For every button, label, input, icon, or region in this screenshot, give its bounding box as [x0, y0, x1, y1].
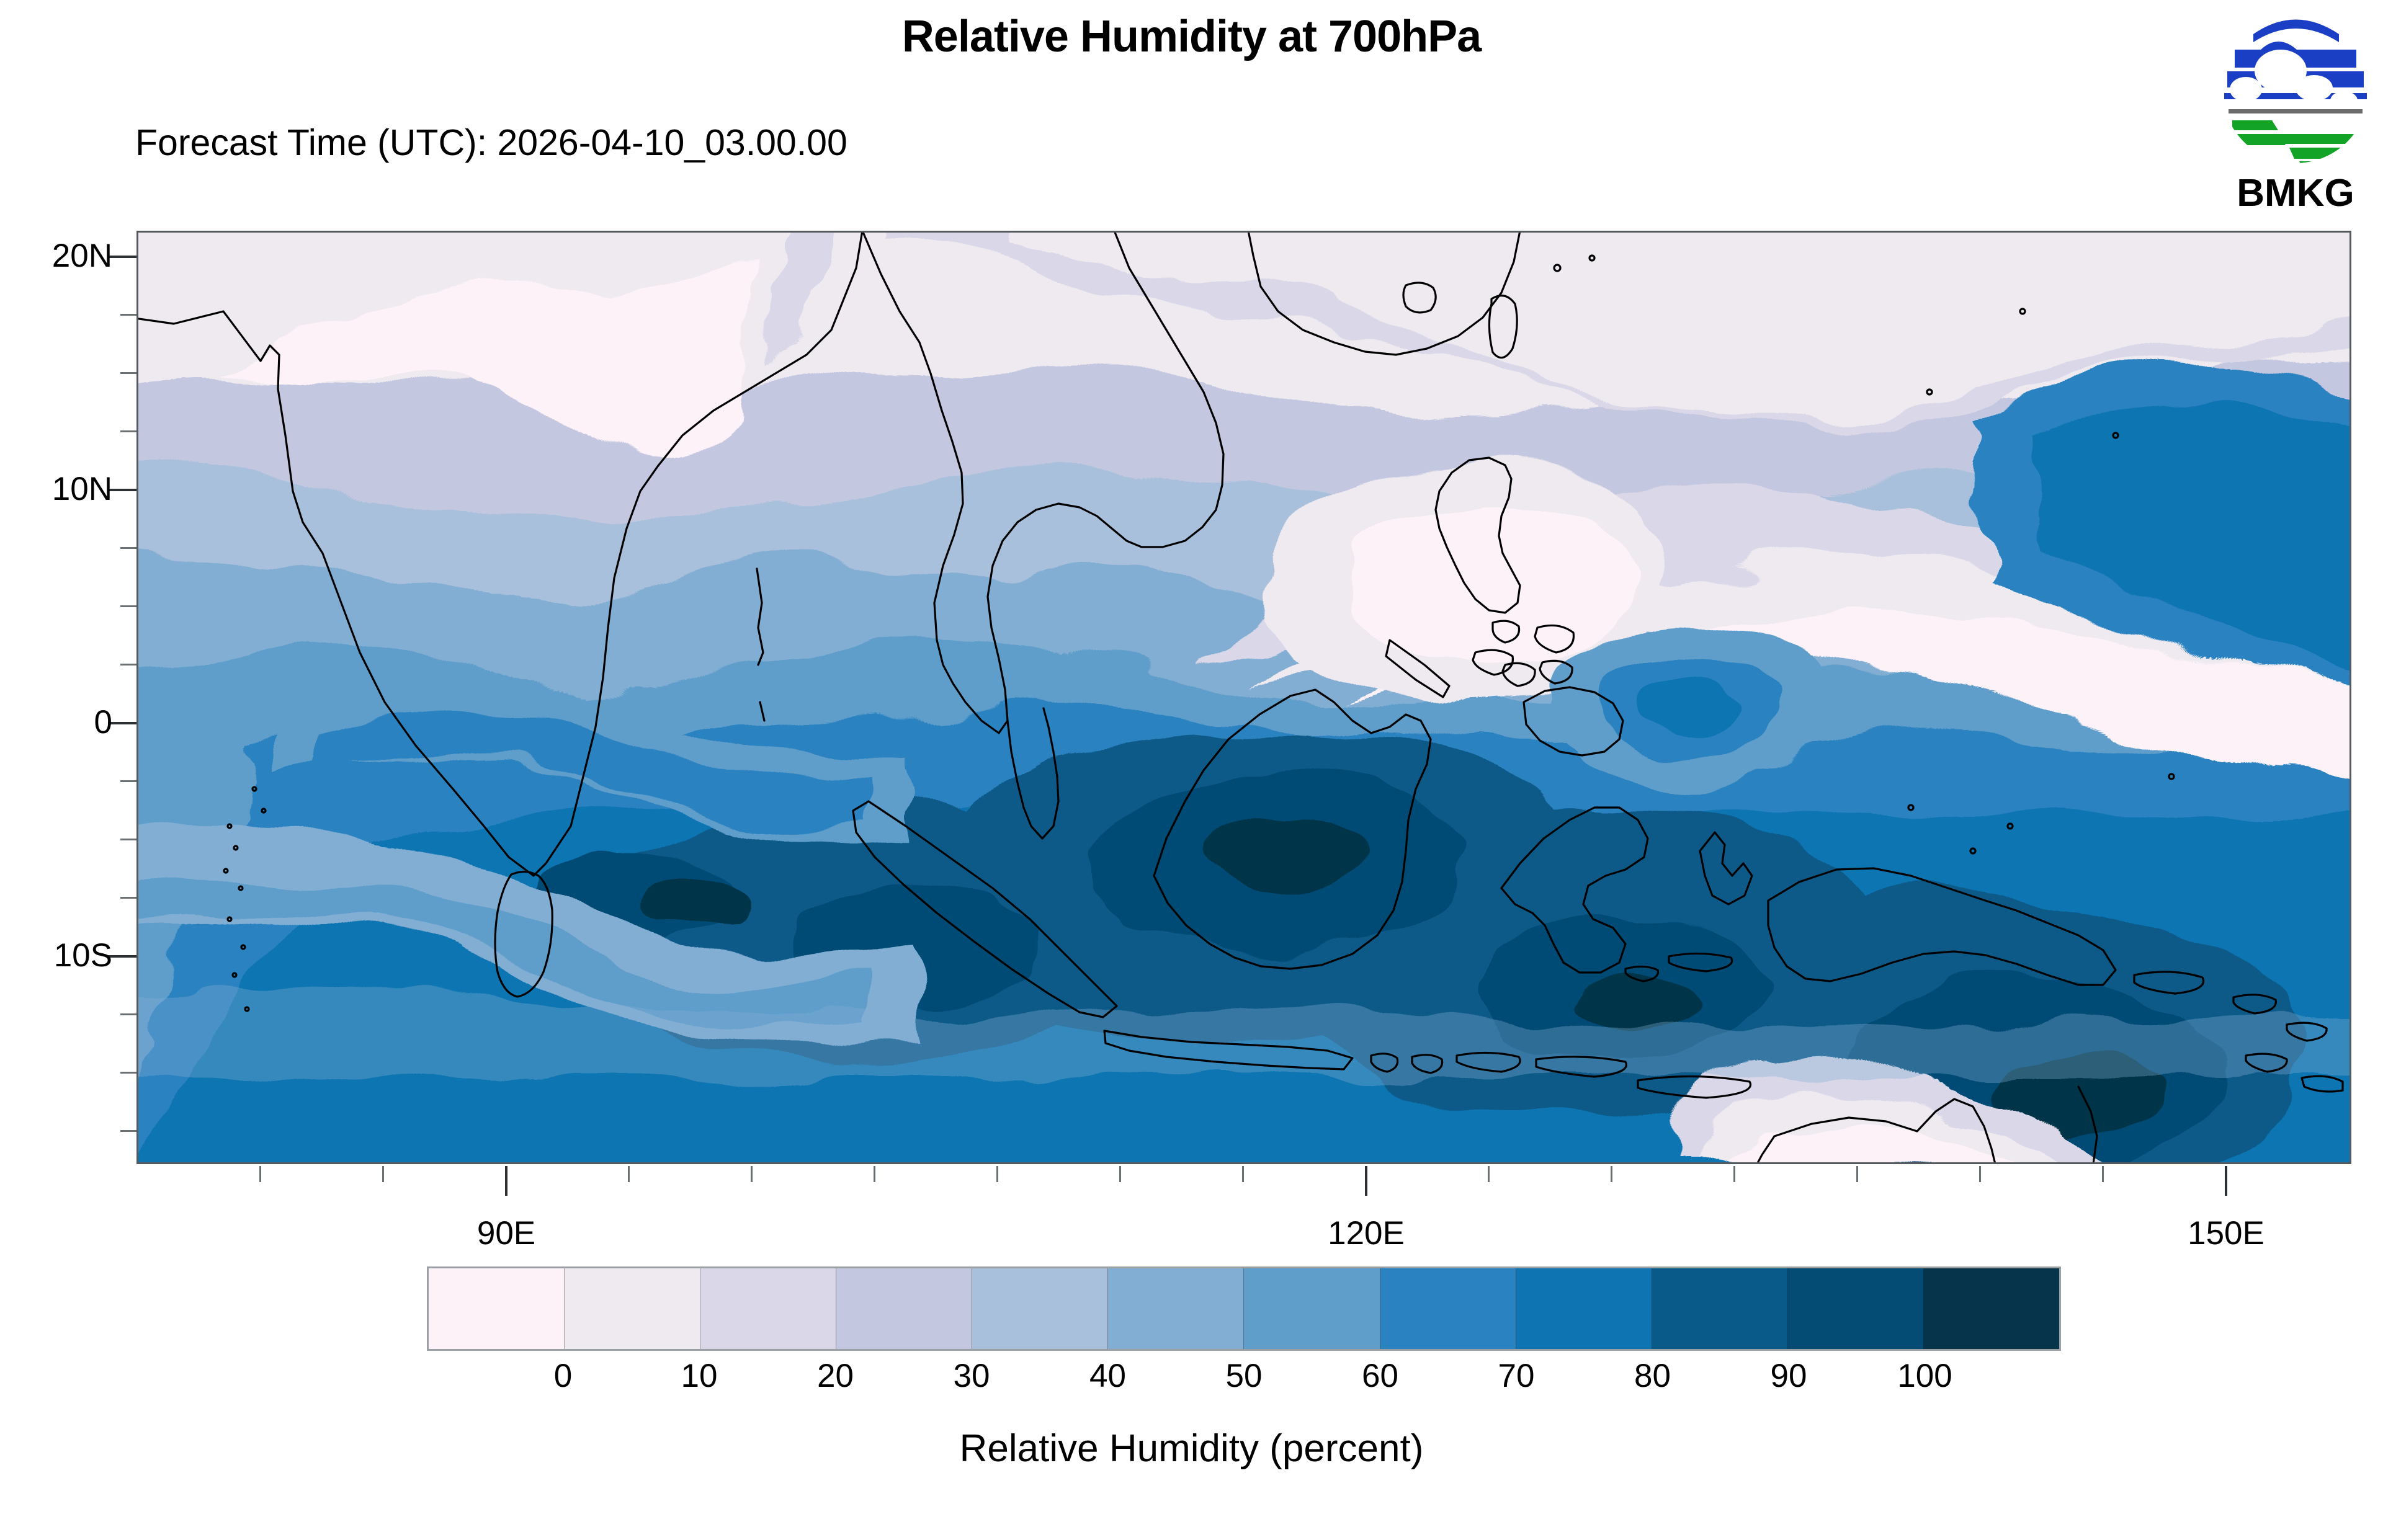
y-tick-minor [120, 605, 136, 607]
colorbar-tick-labels: 0 10 20 30 40 50 60 70 80 90 100 [427, 1357, 2061, 1400]
x-tick-minor [2102, 1166, 2104, 1182]
x-tick-120e [1365, 1166, 1367, 1196]
colorbar-band-6 [1244, 1268, 1380, 1349]
y-tick-10s [108, 955, 136, 958]
x-tick-minor [1242, 1166, 1244, 1182]
colorbar-band-1 [565, 1268, 701, 1349]
x-axis-label-90e: 90E [476, 1215, 536, 1252]
y-tick-minor [120, 372, 136, 374]
x-tick-minor [996, 1166, 998, 1182]
bmkg-logo: BMKG [2221, 6, 2370, 211]
colorbar-tick-0: 0 [553, 1358, 573, 1394]
colorbar-tick-90: 90 [1770, 1358, 1807, 1394]
map-plot-area [136, 231, 2351, 1164]
colorbar-band-11 [1923, 1268, 2059, 1349]
y-tick-minor [120, 1130, 136, 1132]
y-tick-minor [120, 1072, 136, 1074]
y-tick-20n [108, 256, 136, 258]
colorbar-tick-50: 50 [1225, 1358, 1263, 1394]
colorbar-band-3 [836, 1268, 973, 1349]
x-tick-minor [628, 1166, 630, 1182]
x-tick-minor [1979, 1166, 1981, 1182]
colorbar-band-2 [700, 1268, 837, 1349]
x-tick-minor [382, 1166, 384, 1182]
y-axis-label-10n: 10N [51, 471, 112, 507]
colorbar-tick-30: 30 [953, 1358, 990, 1394]
colorbar-band-7 [1380, 1268, 1516, 1349]
humidity-field [138, 233, 2349, 1162]
x-tick-minor [751, 1166, 753, 1182]
x-tick-minor [259, 1166, 261, 1182]
colorbar-tick-10: 10 [681, 1358, 718, 1394]
colorbar-tick-80: 80 [1634, 1358, 1671, 1394]
bmkg-logo-icon: BMKG [2222, 17, 2369, 211]
y-axis-label-20n: 20N [51, 238, 112, 274]
y-tick-minor [120, 780, 136, 782]
colorbar [427, 1266, 2061, 1351]
coastline-overlay [138, 233, 2344, 1162]
x-tick-minor [1856, 1166, 1858, 1182]
bmkg-logo-text: BMKG [2237, 172, 2354, 211]
colorbar-band-8 [1516, 1268, 1652, 1349]
y-axis-label-0: 0 [94, 704, 112, 741]
colorbar-band-5 [1108, 1268, 1245, 1349]
y-tick-minor [120, 547, 136, 549]
y-tick-minor [120, 1013, 136, 1015]
y-tick-minor [120, 839, 136, 840]
colorbar-tick-70: 70 [1498, 1358, 1535, 1394]
y-axis-label-10s: 10S [53, 937, 112, 974]
y-tick-minor [120, 897, 136, 899]
x-tick-150e [2225, 1166, 2227, 1196]
colorbar-tick-100: 100 [1897, 1358, 1952, 1394]
x-tick-minor [1488, 1166, 1490, 1182]
x-axis-label-150e: 150E [2188, 1215, 2265, 1252]
colorbar-tick-20: 20 [817, 1358, 854, 1394]
y-tick-10n [108, 489, 136, 491]
colorbar-tick-40: 40 [1089, 1358, 1126, 1394]
y-tick-minor [120, 314, 136, 316]
y-tick-minor [120, 664, 136, 665]
x-tick-minor [1733, 1166, 1735, 1182]
y-tick-minor [120, 430, 136, 432]
x-tick-minor [1119, 1166, 1121, 1182]
x-tick-minor [1611, 1166, 1612, 1182]
y-tick-0 [108, 722, 136, 724]
x-tick-90e [505, 1166, 507, 1196]
colorbar-band-10 [1787, 1268, 1924, 1349]
x-tick-minor [874, 1166, 875, 1182]
colorbar-band-0 [429, 1268, 565, 1349]
colorbar-tick-60: 60 [1362, 1358, 1398, 1394]
colorbar-axis-label: Relative Humidity (percent) [959, 1427, 1424, 1470]
forecast-time-label: Forecast Time (UTC): 2026-04-10_03.00.00 [135, 122, 847, 163]
colorbar-band-4 [972, 1268, 1109, 1349]
x-axis-label-120e: 120E [1328, 1215, 1405, 1252]
colorbar-band-9 [1652, 1268, 1788, 1349]
page-title: Relative Humidity at 700hPa [901, 12, 1482, 61]
